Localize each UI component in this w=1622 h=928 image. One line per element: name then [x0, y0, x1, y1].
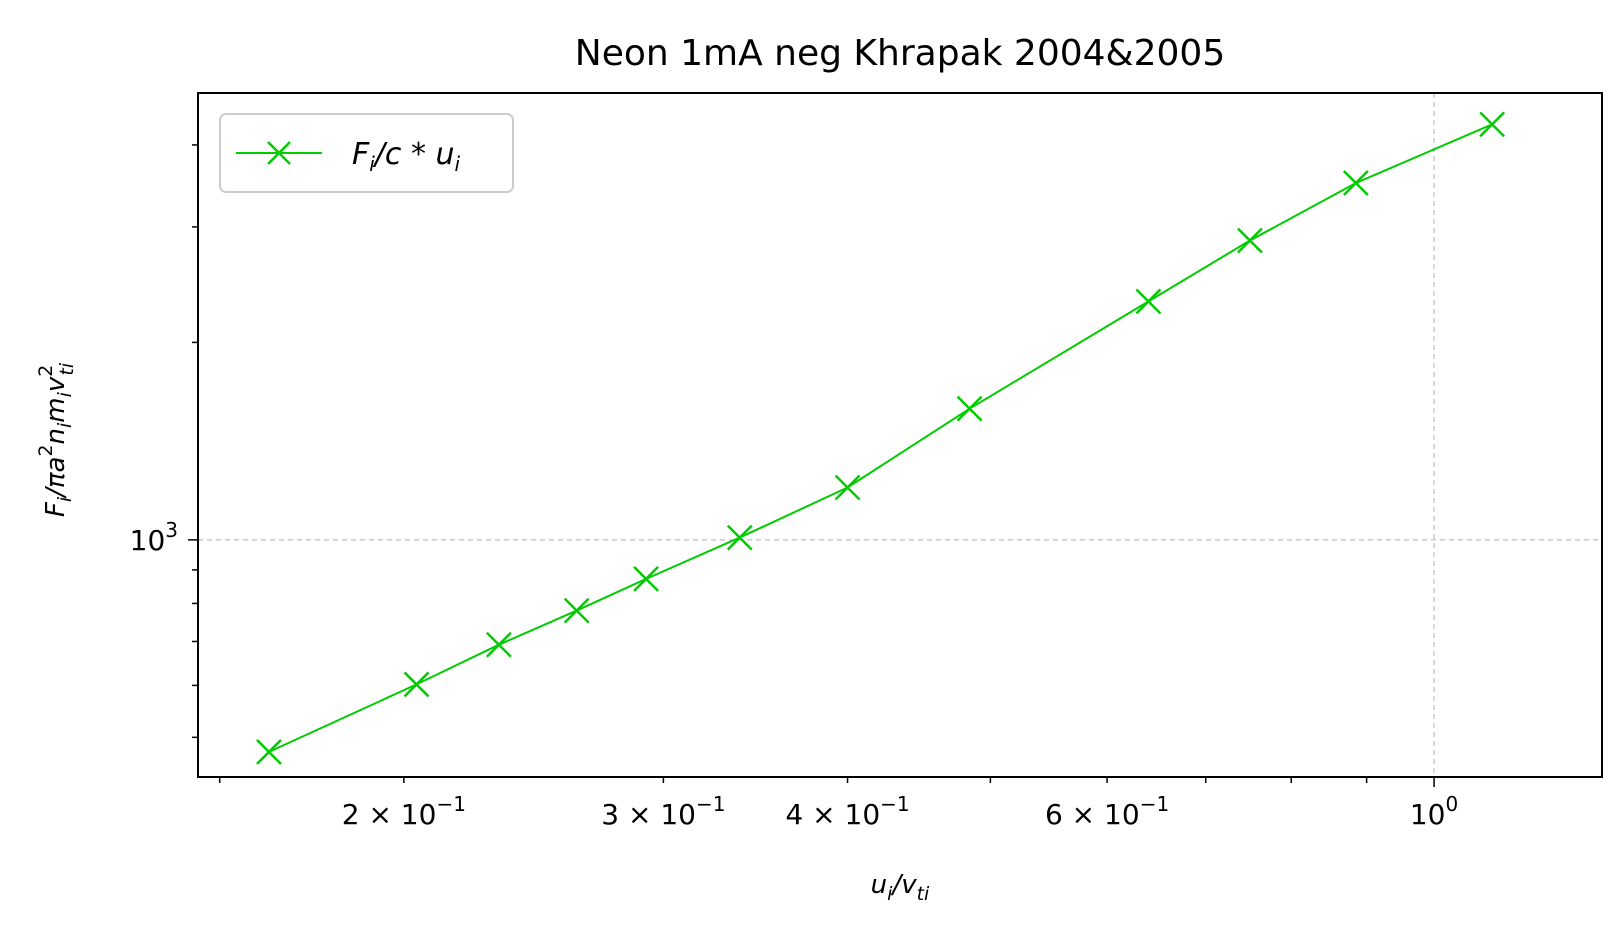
data-point-marker — [956, 395, 983, 422]
data-point-marker — [1479, 111, 1506, 138]
data-point-marker — [1135, 288, 1162, 315]
data-point-marker — [256, 739, 282, 765]
plot-frame — [197, 92, 1603, 778]
legend-label: Fi/c * ui — [352, 137, 461, 176]
data-point-marker — [485, 631, 512, 658]
data-point-marker — [1342, 170, 1369, 196]
series-layer — [256, 111, 1506, 765]
data-point-marker — [726, 524, 753, 551]
x-axis-label: ui/vti — [871, 870, 930, 905]
legend-marker-x — [267, 141, 291, 165]
x-tick-label: 4 × 10−1 — [785, 792, 909, 831]
x-tick-label: 2 × 10−1 — [342, 792, 466, 831]
data-point-marker — [633, 565, 659, 592]
legend: Fi/c * ui — [219, 113, 514, 193]
series-line — [268, 123, 1493, 753]
data-point-marker — [563, 597, 590, 624]
data-point-marker — [403, 671, 430, 698]
data-point-marker — [1237, 227, 1263, 254]
y-axis-label: Fi/πa2nimiv2ti — [35, 362, 78, 517]
legend-box — [219, 113, 514, 193]
chart-title: Neon 1mA neg Khrapak 2004&2005 — [575, 33, 1225, 74]
x-tick-label: 3 × 10−1 — [601, 792, 725, 831]
grid-lines — [198, 93, 1602, 777]
x-tick-label: 6 × 10−1 — [1045, 792, 1169, 831]
tick-layer: 2 × 10−1 3 × 10−1 4 × 10−1 6 × 10−1 100 103 — [130, 144, 1458, 831]
data-point-marker — [834, 474, 861, 501]
y-tick-label: 103 — [130, 518, 178, 557]
x-tick-label: 100 — [1410, 792, 1458, 831]
